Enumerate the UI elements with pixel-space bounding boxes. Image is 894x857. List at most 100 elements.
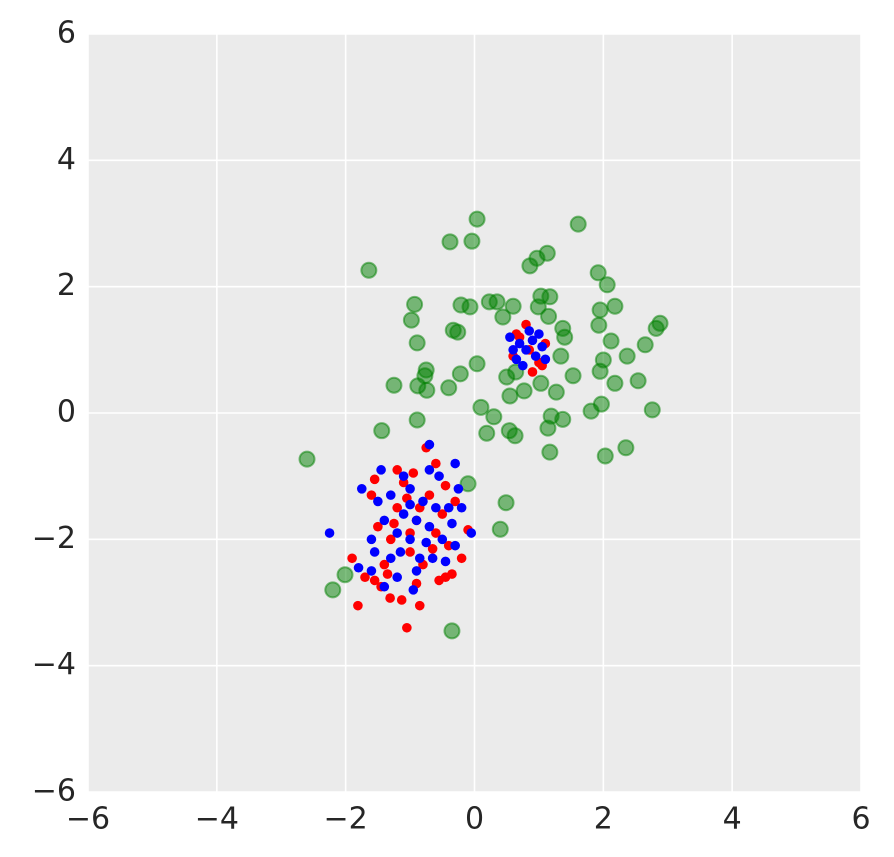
y-tick-label: 0 [57,395,76,430]
point [440,572,451,583]
point [389,518,399,529]
point [353,600,363,611]
x-tick-label: 6 [851,802,870,837]
x-tick-label: −6 [66,802,110,837]
point [602,332,620,350]
point [582,402,600,420]
point [617,439,635,457]
point [392,465,403,475]
point [505,332,515,343]
point [618,347,636,365]
point [461,298,479,316]
point [398,509,409,519]
point [538,244,556,262]
y-tick-label: 2 [57,268,76,303]
point [434,471,444,481]
point [437,509,448,519]
point [396,595,407,605]
point [406,295,424,313]
point [440,480,451,491]
y-tick-label: −6 [32,774,76,809]
point [347,553,357,564]
point [379,559,390,570]
point [431,528,441,538]
point [385,593,395,603]
point [414,553,425,564]
point [421,537,431,548]
point [441,233,459,251]
point [508,345,518,355]
point [527,335,538,346]
point [468,355,486,373]
x-tick-label: −4 [195,802,239,837]
point [373,496,383,507]
point [424,490,435,500]
point [511,354,522,365]
point [456,553,467,564]
point [541,288,559,306]
point [385,376,403,394]
point [534,329,544,339]
point [405,534,415,545]
point [527,367,538,377]
point [443,622,461,640]
x-tick-label: 4 [723,802,742,837]
point [424,521,435,532]
point [449,323,467,341]
point [547,383,565,401]
point [395,547,406,557]
point [356,484,367,494]
point [606,297,624,315]
point [392,572,403,583]
point [408,334,426,352]
point [366,534,377,545]
point [447,518,457,529]
x-tick-label: 2 [594,802,613,837]
point [431,502,441,513]
point [450,540,460,551]
point [353,562,364,573]
point [540,354,551,365]
point [504,297,522,315]
point [373,422,391,440]
point [629,372,647,390]
point [373,521,383,532]
point [440,379,458,397]
point [418,496,428,507]
point [636,336,654,354]
point [405,547,415,557]
point [360,261,378,279]
point [532,374,550,392]
point [408,585,419,595]
y-tick-label: −2 [32,521,76,556]
point [298,450,316,468]
point [402,311,420,329]
point [515,382,533,400]
point [569,215,587,233]
point [529,298,547,316]
point [424,465,435,475]
point [524,326,535,336]
point [537,341,547,352]
point [530,351,541,361]
point [554,410,572,428]
point [450,496,460,507]
point [427,544,438,554]
point [591,362,609,380]
point [539,419,557,437]
point [596,447,614,465]
point [385,534,396,545]
point [643,401,661,419]
point [459,475,477,493]
point [414,600,425,611]
point [591,301,609,319]
point [324,528,335,538]
point [514,338,525,349]
point [450,458,460,469]
point [564,367,582,385]
point [424,439,435,450]
point [408,411,426,429]
point [443,502,454,513]
point [440,556,451,567]
point [369,575,380,586]
